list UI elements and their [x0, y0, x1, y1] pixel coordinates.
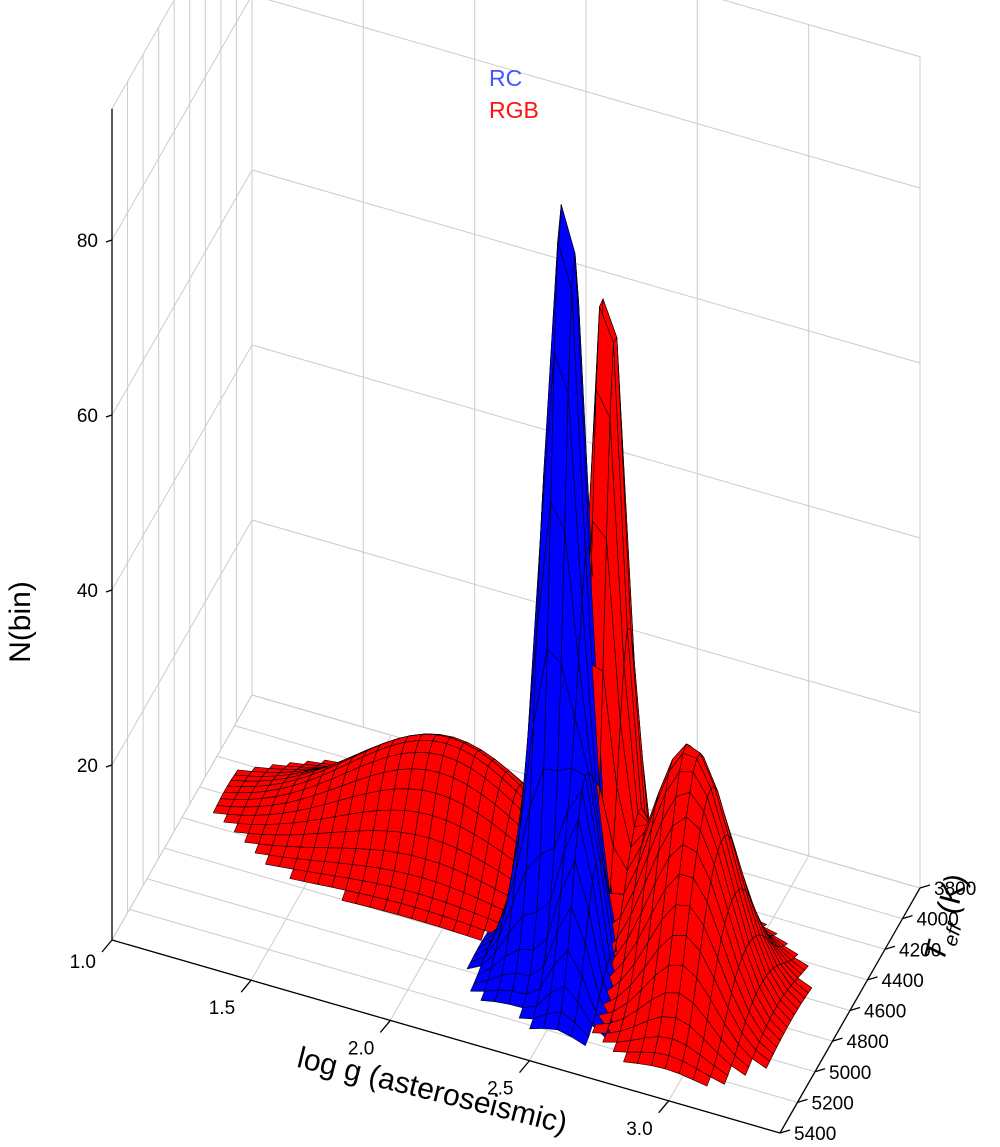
z-tick-label: 60 — [77, 406, 98, 427]
grid-line — [111, 0, 175, 109]
rgb-surface-facet — [233, 823, 252, 834]
grid-line — [111, 0, 250, 241]
rgb-surface-facet — [289, 868, 308, 882]
x-tick-mark — [101, 939, 113, 953]
z-tick-mark — [105, 239, 113, 243]
y-tick-mark — [902, 915, 913, 920]
x-tick-label: 1.0 — [70, 952, 96, 973]
grid-line — [111, 344, 253, 591]
rgb-surface-facet — [223, 813, 242, 824]
grid-line — [267, 0, 921, 189]
grid-line — [111, 519, 253, 766]
y-tick-mark — [867, 976, 878, 981]
x-tick-label: 2.5 — [487, 1079, 513, 1100]
x-tick-mark — [379, 1020, 391, 1033]
legend-rc: RC — [489, 65, 522, 91]
rgb-surface-facet — [244, 833, 263, 845]
y-tick-label: 5400 — [794, 1124, 836, 1145]
y-tick-mark — [797, 1098, 808, 1103]
z-tick-label: 80 — [77, 231, 98, 252]
grid-line — [251, 344, 921, 539]
grid-line — [111, 169, 253, 416]
y-tick-label: 5000 — [829, 1063, 871, 1084]
rgb-surface-facet — [227, 779, 245, 788]
y-tick-mark — [884, 945, 896, 950]
rgb-surface-facet — [623, 1051, 642, 1064]
z-tick-label: 20 — [77, 756, 98, 777]
tick-labels: 20 40 60 80 1.0 1.5 2.0 2.5 3.0 3800 4000 4200 4400 4… — [70, 231, 977, 1145]
y-tick-mark — [814, 1068, 826, 1073]
z-tick-mark — [105, 589, 113, 593]
y-tick-label: 4000 — [917, 910, 959, 931]
axes — [101, 108, 931, 1134]
z-tick-mark — [105, 764, 113, 768]
grid-line — [721, 0, 921, 58]
y-tick-mark — [779, 1129, 791, 1134]
rc-surface-facet — [480, 989, 499, 1003]
rgb-surface-facet — [254, 843, 273, 856]
y-tick-label: 3800 — [934, 879, 976, 900]
rgb-surface-facet — [220, 791, 238, 800]
y-tick-label: 4800 — [847, 1032, 889, 1053]
z-axis-label: N(bin) — [4, 581, 37, 663]
x-tick-label: 3.0 — [626, 1119, 652, 1140]
y-tick-mark — [919, 884, 931, 889]
y-tick-label: 4600 — [864, 1002, 906, 1023]
z-tick-mark — [105, 414, 113, 418]
x-axis-label: log g (asteroseismic) — [294, 1041, 571, 1140]
x-tick-mark — [658, 1100, 670, 1114]
surface — [213, 204, 813, 1087]
rc-surface-facet — [529, 1013, 548, 1030]
z-tick-label: 40 — [77, 581, 98, 602]
y-tick-label: 4200 — [899, 940, 941, 961]
y-tick-mark — [832, 1037, 843, 1042]
y-tick-mark — [849, 1006, 861, 1012]
y-tick-label: 4400 — [882, 971, 924, 992]
x-tick-mark — [240, 979, 252, 993]
legend: RC RGB — [489, 65, 539, 123]
rgb-surface-facet — [265, 854, 284, 868]
rgb-surface-facet — [216, 798, 235, 808]
x-tick-label: 1.5 — [209, 998, 235, 1019]
legend-rgb: RGB — [489, 97, 539, 123]
x-tick-label: 2.0 — [348, 1038, 374, 1059]
x-tick-mark — [519, 1060, 530, 1074]
rgb-surface-facet — [223, 785, 242, 794]
y-tick-label: 5200 — [812, 1093, 854, 1114]
rgb-surface-facet — [213, 805, 231, 815]
rgb-surface-facet — [341, 889, 360, 905]
grid-line — [251, 169, 921, 364]
